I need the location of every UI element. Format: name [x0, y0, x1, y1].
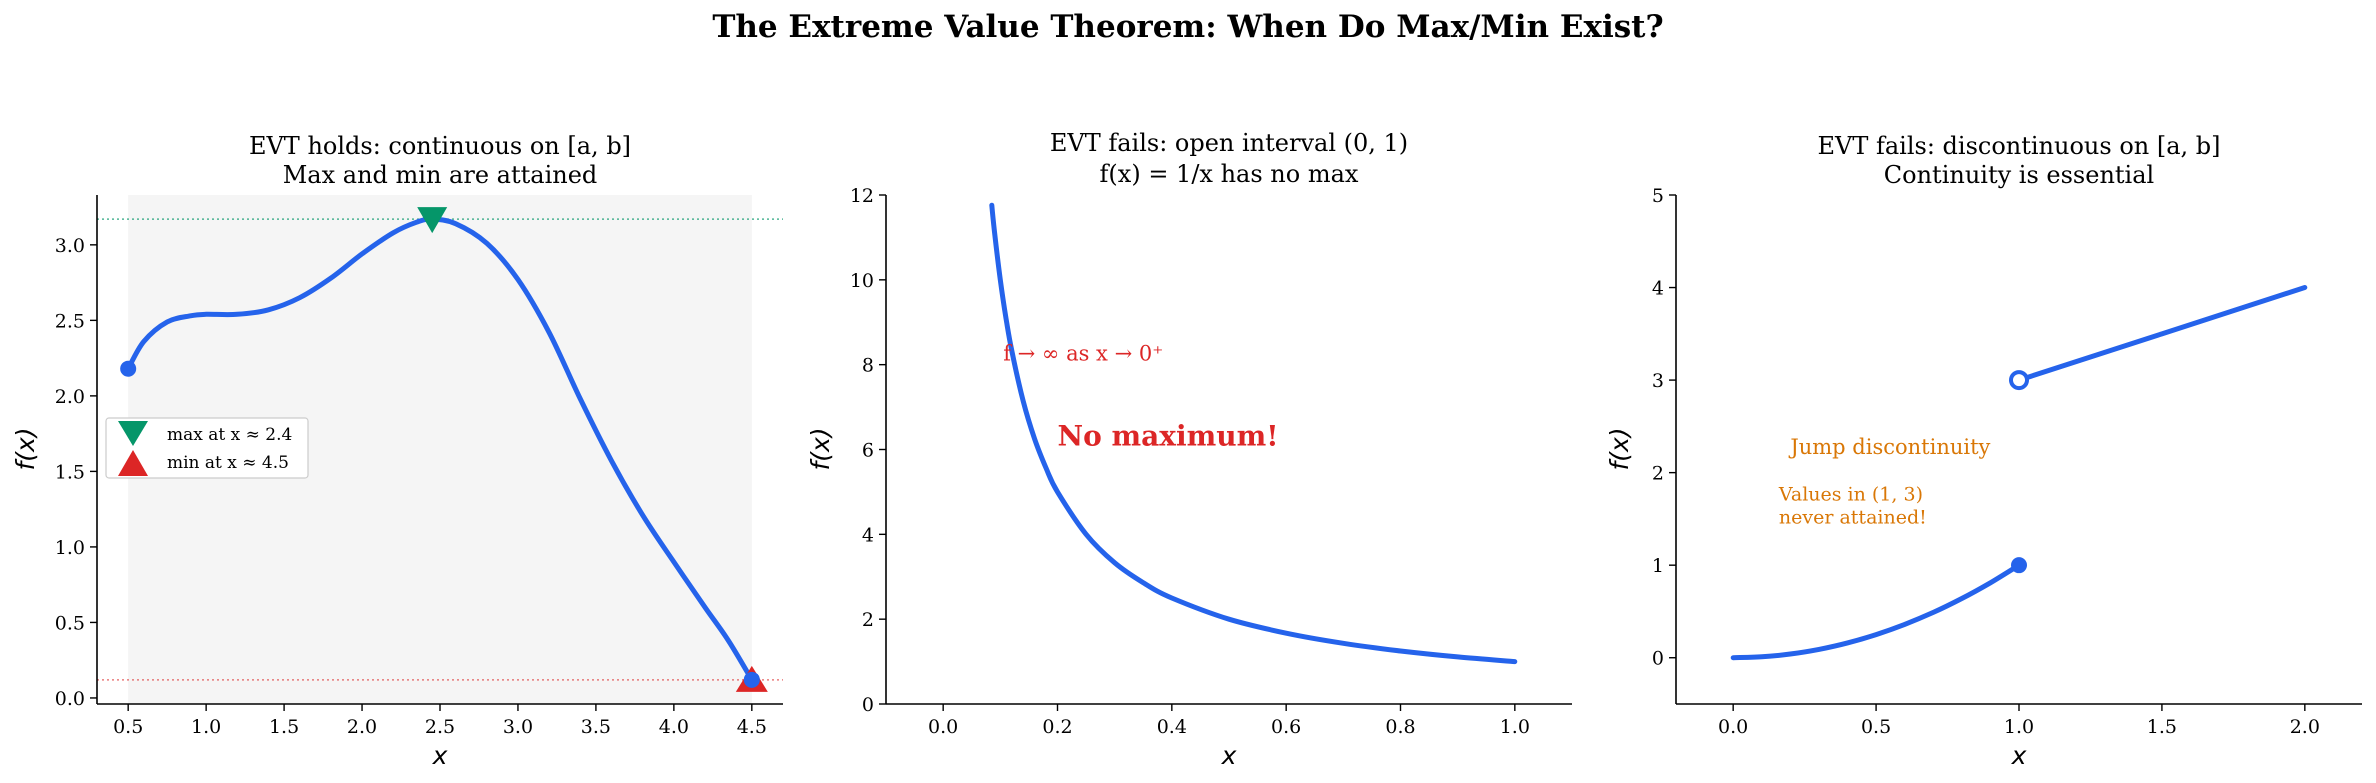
y-tick-label: 1 [1652, 555, 1664, 577]
y-tick-label: 2 [1652, 463, 1664, 485]
x-tick-label: 3.5 [581, 716, 611, 738]
y-tick-label: 1.0 [55, 537, 85, 559]
annotation-values-line1: Values in (1, 3) [1778, 483, 1923, 505]
y-tick-label: 4 [1652, 278, 1664, 300]
x-tick-label: 3.0 [503, 716, 533, 738]
curve-reciprocal [989, 202, 1518, 665]
legend-min-label: min at x ≈ 4.5 [167, 453, 289, 473]
x-tick-label: 1.0 [191, 716, 221, 738]
closed-endpoint [2011, 557, 2027, 574]
legend-box [105, 417, 309, 479]
panel-3-xlabel: x [2011, 741, 2027, 770]
y-tick-label: 0 [1652, 648, 1664, 670]
max-marker [417, 207, 448, 234]
curve-left-piece [1730, 562, 2022, 661]
legend-max-label: max at x ≈ 2.4 [167, 425, 292, 445]
x-tick-label: 4.0 [659, 716, 689, 738]
x-tick-label: 0.5 [1861, 716, 1891, 738]
annotation-jump: Jump discontinuity [1788, 435, 1990, 459]
y-tick-label: 4 [862, 524, 874, 546]
x-tick-label: 1.5 [269, 716, 299, 738]
legend-max-marker [118, 421, 148, 446]
panel-3-title-line1: EVT fails: discontinuous on [a, b] [1817, 132, 2220, 160]
figure-suptitle: The Extreme Value Theorem: When Do Max/M… [712, 9, 1663, 45]
x-tick-label: 0.6 [1271, 716, 1301, 738]
y-tick-label: 0.5 [55, 612, 85, 634]
panel-1-title-line2: Max and min are attained [283, 161, 598, 189]
endpoint-dot [120, 360, 137, 377]
panel-2-title-line1: EVT fails: open interval (0, 1) [1050, 129, 1408, 157]
x-tick-label: 0.2 [1042, 716, 1072, 738]
curve-right-piece [2016, 285, 2308, 383]
y-tick-label: 5 [1652, 185, 1664, 207]
y-tick-label: 3 [1652, 370, 1664, 392]
panel-1-ylabel: f(x) [11, 427, 40, 470]
x-tick-label: 4.5 [737, 716, 767, 738]
y-tick-label: 6 [862, 440, 874, 462]
x-tick-label: 0.0 [1718, 716, 1748, 738]
panel-1-title-line1: EVT holds: continuous on [a, b] [249, 132, 631, 160]
panel-2-ylabel: f(x) [806, 427, 835, 470]
open-endpoint [2009, 370, 2029, 391]
legend-min-marker [118, 450, 148, 476]
y-tick-label: 2.5 [55, 310, 85, 332]
panel-2-title-line2: f(x) = 1/x has no max [1100, 160, 1359, 188]
y-tick-label: 0 [862, 694, 874, 716]
y-tick-label: 2.0 [55, 386, 85, 408]
panel-3-title-line2: Continuity is essential [1884, 161, 2154, 189]
x-tick-label: 2.5 [425, 716, 455, 738]
panel-3-ylabel: f(x) [1605, 427, 1634, 470]
legend: max at x ≈ 2.4 min at x ≈ 4.5 [105, 417, 309, 479]
y-tick-label: 8 [862, 355, 874, 377]
y-tick-label: 2 [862, 609, 874, 631]
x-tick-label: 0.5 [113, 716, 143, 738]
x-tick-label: 2.0 [347, 716, 377, 738]
y-tick-label: 0.0 [55, 688, 85, 710]
x-tick-label: 0.8 [1385, 716, 1415, 738]
x-tick-label: 2.0 [2290, 716, 2320, 738]
x-tick-label: 1.5 [2147, 716, 2177, 738]
y-tick-label: 12 [850, 185, 874, 207]
x-tick-label: 0.0 [928, 716, 958, 738]
y-tick-label: 1.5 [55, 461, 85, 483]
panel-2: EVT fails: open interval (0, 1) f(x) = 1… [806, 129, 1572, 770]
x-tick-label: 0.4 [1157, 716, 1187, 738]
panel-1-xlabel: x [432, 741, 448, 770]
x-tick-label: 1.0 [2004, 716, 2034, 738]
annotation-values-line2: never attained! [1779, 506, 1927, 528]
panel-1: EVT holds: continuous on [a, b] Max and … [11, 132, 783, 770]
panel-3: EVT fails: discontinuous on [a, b] Conti… [1605, 132, 2362, 770]
endpoint-dot [743, 671, 760, 688]
panel-2-xlabel: x [1221, 741, 1237, 770]
x-tick-label: 1.0 [1500, 716, 1530, 738]
y-tick-label: 3.0 [55, 235, 85, 257]
y-tick-label: 10 [850, 270, 874, 292]
annotation-infinity: f → ∞ as x → 0⁺ [1003, 341, 1163, 365]
annotation-no-maximum: No maximum! [1058, 419, 1279, 452]
